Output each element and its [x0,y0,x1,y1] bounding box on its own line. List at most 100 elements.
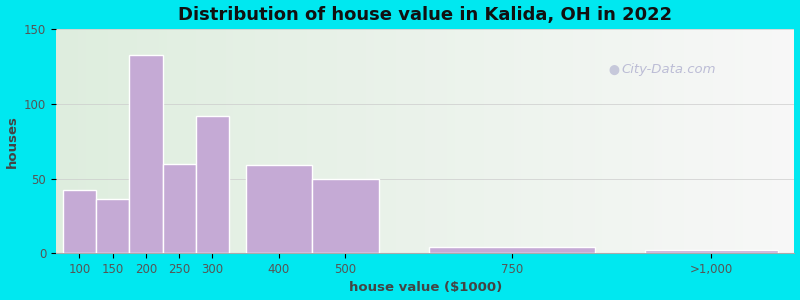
Bar [477,29,484,253]
Y-axis label: houses: houses [6,115,18,168]
Bar [93,29,100,253]
Bar [706,29,714,253]
Bar [292,29,300,253]
Bar [646,29,654,253]
Bar [522,29,529,253]
Text: ⬤: ⬤ [608,64,619,75]
Bar [278,29,285,253]
Bar [529,29,536,253]
Bar [750,29,758,253]
Bar [307,29,314,253]
Bar [344,29,351,253]
Bar [758,29,765,253]
Bar [742,29,750,253]
Bar [241,29,248,253]
Bar [669,29,676,253]
Bar [506,29,514,253]
X-axis label: house value ($1000): house value ($1000) [349,281,502,294]
Bar [618,29,625,253]
Bar [499,29,506,253]
Bar [588,29,595,253]
Bar [312,178,378,253]
Bar [359,29,366,253]
Bar [285,29,292,253]
Bar [337,29,344,253]
Bar [388,29,396,253]
Bar [639,29,646,253]
Title: Distribution of house value in Kalida, OH in 2022: Distribution of house value in Kalida, O… [178,6,672,24]
Bar [96,200,130,253]
Bar [721,29,728,253]
Bar [145,29,152,253]
Bar [218,29,226,253]
Bar [211,29,218,253]
Bar [204,29,211,253]
Bar [454,29,462,253]
Bar [573,29,580,253]
Bar [130,55,162,253]
Bar [56,29,63,253]
Bar [550,29,558,253]
Bar [410,29,418,253]
Bar [780,29,787,253]
Bar [698,29,706,253]
Bar [433,29,440,253]
Bar [403,29,410,253]
Bar [645,250,778,253]
Bar [558,29,566,253]
Bar [270,29,278,253]
Bar [366,29,374,253]
Bar [330,29,337,253]
Bar [174,29,182,253]
Bar [62,190,96,253]
Bar [263,29,270,253]
Bar [189,29,196,253]
Bar [374,29,381,253]
Bar [182,29,189,253]
Bar [684,29,691,253]
Bar [234,29,241,253]
Bar [470,29,477,253]
Bar [728,29,735,253]
Bar [322,29,330,253]
Bar [492,29,499,253]
Bar [130,29,138,253]
Bar [122,29,130,253]
Text: City-Data.com: City-Data.com [622,63,716,76]
Bar [63,29,71,253]
Bar [196,116,229,253]
Bar [735,29,742,253]
Bar [654,29,662,253]
Bar [765,29,772,253]
Bar [536,29,543,253]
Bar [625,29,632,253]
Bar [787,29,794,253]
Bar [418,29,426,253]
Bar [447,29,454,253]
Bar [167,29,174,253]
Bar [632,29,639,253]
Bar [100,29,108,253]
Bar [300,29,307,253]
Bar [152,29,159,253]
Bar [86,29,93,253]
Bar [662,29,669,253]
Bar [138,29,145,253]
Bar [440,29,447,253]
Bar [462,29,470,253]
Bar [108,29,115,253]
Bar [71,29,78,253]
Bar [610,29,618,253]
Bar [255,29,263,253]
Bar [159,29,167,253]
Bar [196,29,204,253]
Bar [246,165,312,253]
Bar [602,29,610,253]
Bar [426,29,433,253]
Bar [691,29,698,253]
Bar [580,29,588,253]
Bar [381,29,388,253]
Bar [484,29,492,253]
Bar [543,29,550,253]
Bar [714,29,721,253]
